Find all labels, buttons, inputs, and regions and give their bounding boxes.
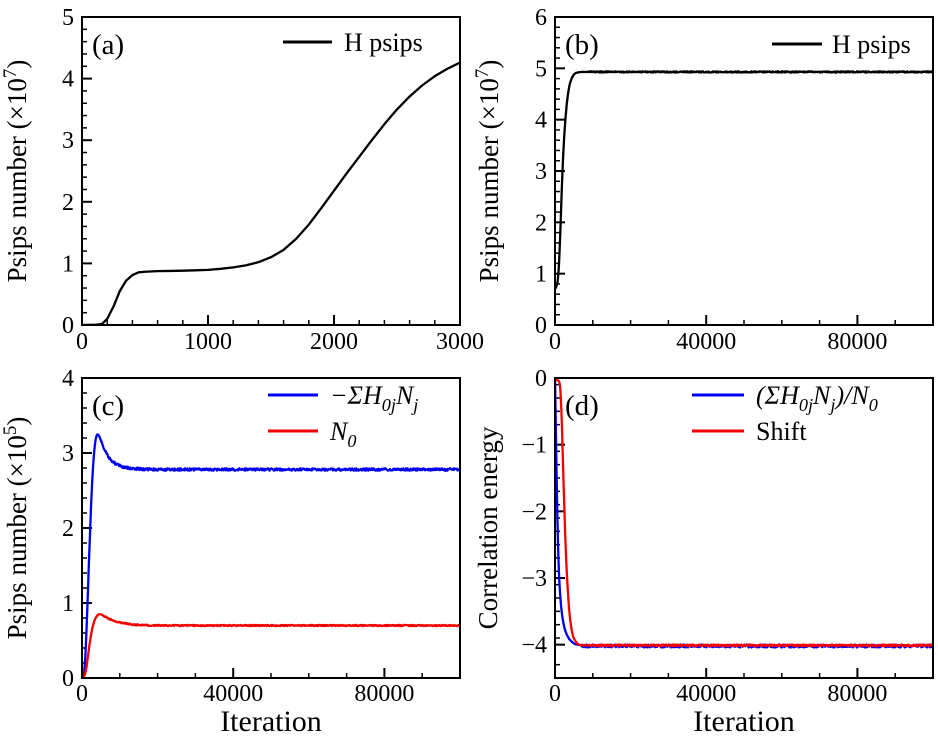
y-tick-label: 2 <box>62 190 74 216</box>
legend-label: −ΣH0jNj <box>330 381 418 415</box>
plot-frame <box>81 16 461 326</box>
panel-d: 0 40000 80000 0 −1 −2 −3 −4 (d) Correlation energ… <box>473 366 934 738</box>
y-tick-label: 3 <box>62 441 74 467</box>
panel-a: 0 1000 2000 3000 0 1 2 3 4 5 (a) Psips number (×107… <box>0 5 484 355</box>
minor-ticks <box>82 392 461 678</box>
minor-ticks <box>555 383 934 679</box>
y-tick-label: 1 <box>62 591 74 617</box>
y-tick-label: 4 <box>62 366 74 392</box>
y-axis-label: Correlation energy <box>473 426 503 629</box>
y-tick-label: 0 <box>535 366 547 392</box>
x-tick-label: 0 <box>549 329 561 355</box>
x-tick-label: 0 <box>549 681 561 707</box>
y-tick-label: 0 <box>62 666 74 692</box>
x-axis-label: Iteration <box>220 705 322 738</box>
series-group <box>555 70 933 291</box>
y-tick-label: −4 <box>521 633 547 659</box>
y-tick-label: 3 <box>535 159 547 185</box>
major-ticks <box>81 16 461 326</box>
y-tick-label: −2 <box>521 499 547 525</box>
y-tick-label: 5 <box>535 56 547 82</box>
legend-label: H psips <box>832 30 911 59</box>
plot-frame <box>554 377 934 679</box>
x-tick-label: 0 <box>76 681 88 707</box>
series-line-1 <box>555 378 933 649</box>
major-ticks <box>554 16 859 326</box>
x-tick-label: 0 <box>76 329 88 355</box>
series-line-1 <box>555 70 933 291</box>
x-axis-label: Iteration <box>693 705 795 738</box>
y-tick-label: 4 <box>62 67 74 93</box>
y-tick-label: 3 <box>62 128 74 154</box>
major-ticks <box>554 377 859 678</box>
panel-tag: (a) <box>92 29 124 61</box>
x-tick-label: 80000 <box>827 681 887 707</box>
plot-frame <box>554 16 934 326</box>
series-line-1 <box>82 61 460 325</box>
series-line-2 <box>82 613 460 678</box>
panel-b: 0 40000 80000 0 1 2 3 4 5 6 (b) Psips number (×107)… <box>472 5 934 355</box>
legend: H psips <box>772 30 911 59</box>
series-group <box>82 61 460 325</box>
plot-frame <box>81 377 461 679</box>
y-tick-label: 1 <box>62 251 74 277</box>
panel-tag: (d) <box>565 390 599 422</box>
panel-tag: (b) <box>565 29 599 61</box>
x-tick-label: 40000 <box>676 329 736 355</box>
panel-tag: (c) <box>92 390 124 422</box>
y-axis-label: Psips number (×105) <box>0 417 32 640</box>
series-line-1 <box>82 433 460 678</box>
y-tick-label: 1 <box>535 262 547 288</box>
minor-ticks <box>82 28 436 325</box>
y-axis-label: Psips number (×107) <box>472 60 504 283</box>
y-tick-label: 0 <box>62 313 74 339</box>
legend-label: (ΣH0jNj)/N0 <box>756 381 878 415</box>
y-tick-label: −1 <box>521 433 547 459</box>
series-group <box>82 433 460 678</box>
x-tick-label: 3000 <box>436 329 484 355</box>
x-tick-label: 40000 <box>676 681 736 707</box>
y-axis-label: Psips number (×107) <box>0 60 32 283</box>
y-tick-label: 2 <box>62 516 74 542</box>
legend-label: H psips <box>344 28 423 57</box>
series-group <box>555 378 933 649</box>
y-tick-label: 5 <box>62 5 74 31</box>
y-tick-label: 6 <box>535 5 547 31</box>
x-tick-label: 80000 <box>354 681 414 707</box>
y-tick-label: −3 <box>521 566 547 592</box>
legend-label: Shift <box>756 417 807 446</box>
x-tick-label: 80000 <box>827 329 887 355</box>
y-tick-label: 2 <box>535 210 547 236</box>
panel-c: 0 40000 80000 0 1 2 3 4 (c) Psips number (×105) It… <box>0 366 461 738</box>
x-tick-label: 40000 <box>203 681 263 707</box>
y-tick-label: 0 <box>535 313 547 339</box>
y-tick-label: 4 <box>535 108 547 134</box>
x-tick-label: 1000 <box>184 329 232 355</box>
legend: H psips <box>283 28 423 57</box>
x-tick-label: 2000 <box>310 329 358 355</box>
legend-label: N0 <box>329 417 356 451</box>
series-line-2 <box>555 378 933 648</box>
